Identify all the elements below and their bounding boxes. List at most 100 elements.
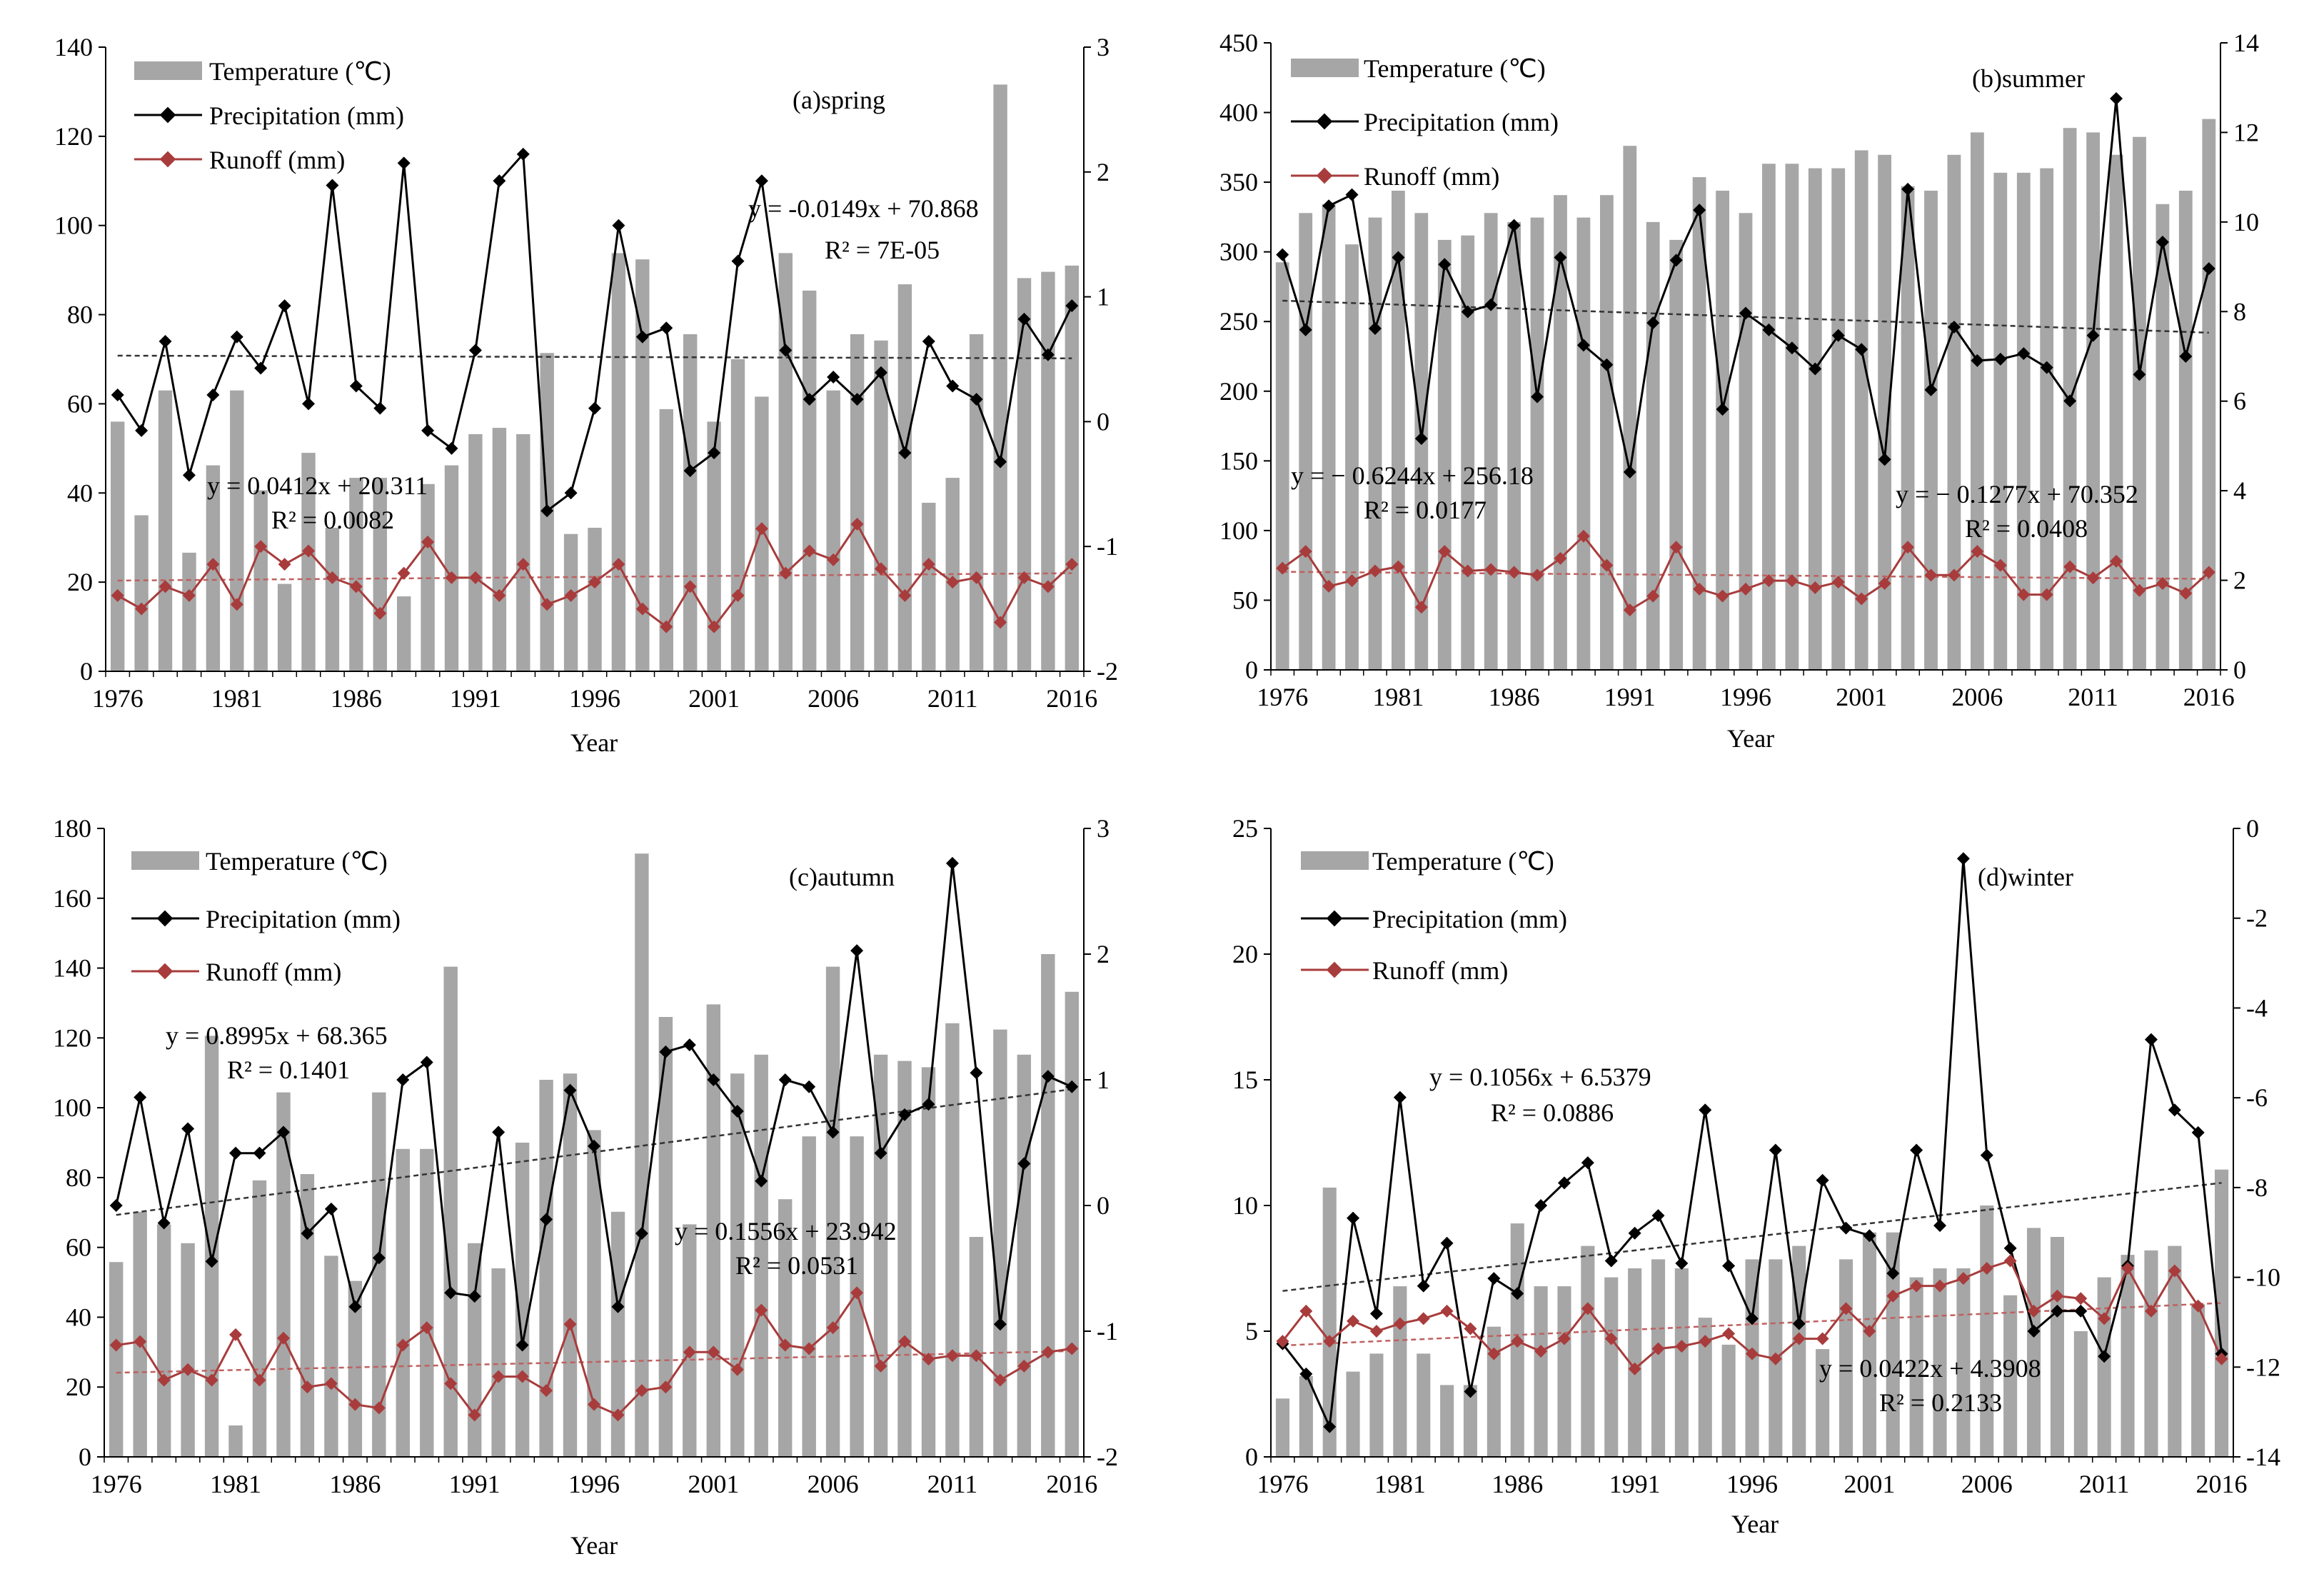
temperature-bar-1986 (1507, 221, 1521, 670)
precipitation-point-1983 (1438, 258, 1452, 271)
temperature-bar-2000 (683, 334, 698, 671)
runoff-point-1982 (1414, 601, 1428, 614)
temperature-bar-2006 (1971, 132, 1984, 670)
runoff-point-1978 (159, 580, 172, 593)
right-tick-label: 2 (1097, 158, 1110, 186)
runoff-point-2005 (1956, 1272, 1970, 1285)
temperature-bar-1978 (157, 1224, 171, 1457)
precipitation-point-1996 (1746, 1312, 1759, 1325)
runoff-point-2015 (2179, 586, 2193, 600)
runoff-point-2003 (1910, 1279, 1923, 1293)
runoff-point-1989 (420, 1321, 433, 1335)
temperature-bar-1989 (420, 1148, 434, 1457)
x-axis-ticks: 1976 1981 1986 1991 1996 2001 2006 2011 2016 (1257, 670, 2235, 711)
temperature-bar-2013 (2144, 1250, 2158, 1457)
temperature-bar-2016 (1065, 265, 1079, 671)
temperature-bar-2016 (2215, 1169, 2229, 1457)
temperature-bar-2004 (1924, 191, 1938, 670)
x-tick-label: 1991 (1604, 683, 1656, 711)
panel-label: (c)autumn (789, 863, 895, 891)
runoff-point-1998 (1785, 574, 1799, 588)
runoff-point-2016 (1065, 558, 1079, 571)
runoff-point-2009 (898, 588, 912, 602)
series-markers (1276, 852, 2228, 1433)
temperature-bar-1976 (111, 421, 125, 671)
temperature-bar-1985 (1484, 213, 1498, 670)
precipitation-point-2014 (1017, 1157, 1031, 1171)
temperature-bar-1992 (491, 1268, 505, 1457)
runoff-point-1996 (1746, 1347, 1759, 1360)
left-axis-ticks: 0 20 40 60 80 100 120 140 (54, 33, 106, 686)
temperature-bar-1980 (204, 1036, 219, 1457)
temperature-bar-1997 (610, 1211, 625, 1457)
precipitation-point-1982 (253, 1146, 266, 1160)
left-tick-label: 0 (1245, 656, 1258, 684)
legend-precipitation-label: Precipitation (mm) (1364, 108, 1559, 136)
temperature-bar-2000 (1831, 168, 1846, 671)
runoff-point-1977 (1299, 1304, 1313, 1318)
precipitation-point-2001 (707, 1073, 720, 1086)
precipitation-point-2013 (994, 455, 1007, 468)
runoff-point-2007 (1993, 558, 2007, 572)
runoff-point-2001 (708, 620, 721, 633)
precipitation-point-1993 (515, 1338, 529, 1352)
precipitation-point-1976 (109, 1199, 123, 1212)
runoff-point-2008 (874, 562, 887, 576)
right-axis-ticks: -14 -12 -10 -8 -6 -4 -2 0 (2233, 814, 2280, 1471)
runoff-point-1985 (324, 1377, 338, 1390)
right-tick-label: -2 (1097, 657, 1118, 686)
precipitation-point-1992 (493, 174, 506, 188)
legend-runoff-label: Runoff (mm) (1372, 956, 1508, 985)
runoff-trend-equation: y = 0.1556x + 23.942 (675, 1217, 897, 1245)
x-axis-title: Year (570, 1531, 618, 1560)
left-tick-label: 180 (53, 814, 91, 843)
precipitation-point-2009 (898, 1108, 912, 1121)
temperature-bar-2015 (2191, 1304, 2205, 1457)
temperature-bar-1983 (1437, 239, 1452, 670)
runoff-point-1994 (540, 1384, 553, 1398)
x-axis-title: Year (570, 728, 618, 757)
precipitation-point-2009 (2051, 1304, 2064, 1318)
precipitation-point-2011 (946, 379, 960, 393)
runoff-point-1986 (349, 580, 363, 593)
precipitation-point-1987 (373, 401, 387, 415)
precipitation-point-1980 (1368, 321, 1382, 335)
runoff-point-1984 (302, 544, 316, 558)
runoff-point-1986 (1507, 566, 1521, 579)
left-axis-ticks: 0 50 100 150 200 250 300 350 400 450 (1219, 29, 1271, 684)
precipitation-point-1998 (1785, 341, 1799, 355)
runoff-point-2000 (1831, 576, 1845, 589)
temperature-bar-2006 (825, 966, 840, 1457)
x-tick-label: 1991 (450, 684, 501, 713)
temperature-bar-2005 (803, 290, 817, 671)
temperature-bar-1996 (588, 528, 602, 671)
right-tick-label: 4 (2233, 476, 2246, 505)
right-tick-label: -1 (1097, 1317, 1118, 1345)
runoff-point-1990 (1604, 1332, 1618, 1345)
precipitation-point-2001 (708, 446, 721, 460)
precipitation-point-1993 (1669, 254, 1683, 267)
right-tick-label: 12 (2233, 118, 2259, 146)
left-tick-label: 60 (67, 389, 93, 418)
runoff-point-1998 (635, 602, 649, 616)
precipitation-point-2007 (2003, 1241, 2017, 1255)
precipitation-point-1983 (276, 1126, 290, 1139)
x-tick-label: 1996 (568, 1470, 620, 1498)
runoff-point-2016 (2202, 566, 2215, 579)
runoff-trend-equation: y = 0.0412x + 20.311 (207, 471, 428, 500)
precipitation-point-2006 (826, 1126, 840, 1139)
precipitation-point-2015 (1041, 1070, 1055, 1083)
precipitation-point-1981 (229, 1146, 243, 1160)
runoff-point-1994 (1699, 1335, 1712, 1348)
panel-label: (b)summer (1972, 64, 2085, 93)
left-tick-label: 15 (1232, 1066, 1258, 1094)
runoff-point-1992 (1646, 589, 1660, 603)
runoff-point-2008 (2027, 1304, 2041, 1318)
precipitation-point-2013 (2144, 1033, 2158, 1046)
temperature-bar-1996 (1739, 213, 1753, 670)
precipitation-point-1976 (1276, 248, 1289, 261)
runoff-point-2008 (2017, 588, 2031, 601)
precipitation-point-2004 (1933, 1219, 1947, 1233)
runoff-point-2016 (1065, 1342, 1079, 1355)
precipitation-point-2008 (874, 366, 887, 379)
